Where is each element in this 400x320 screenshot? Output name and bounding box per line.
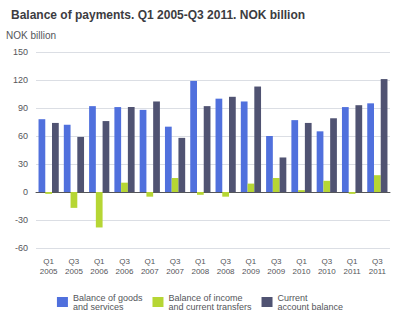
svg-text:0: 0 <box>23 187 28 197</box>
svg-text:Q3: Q3 <box>372 257 383 266</box>
svg-text:2011: 2011 <box>343 267 361 276</box>
svg-text:2005: 2005 <box>40 267 58 276</box>
svg-text:Q3: Q3 <box>119 257 130 266</box>
svg-text:120: 120 <box>13 75 28 85</box>
svg-text:2011: 2011 <box>369 267 387 276</box>
svg-text:2008: 2008 <box>217 267 235 276</box>
svg-text:-30: -30 <box>15 215 28 225</box>
svg-text:90: 90 <box>18 103 28 113</box>
svg-text:NOK billion: NOK billion <box>6 30 56 41</box>
svg-text:2007: 2007 <box>141 267 159 276</box>
svg-text:Q1: Q1 <box>347 257 358 266</box>
svg-text:Q1: Q1 <box>296 257 307 266</box>
svg-text:Balance of payments. Q1 2005-Q: Balance of payments. Q1 2005-Q3 2011. NO… <box>11 8 305 22</box>
svg-text:2007: 2007 <box>166 267 184 276</box>
svg-text:2009: 2009 <box>267 267 285 276</box>
svg-text:Q1: Q1 <box>43 257 54 266</box>
svg-text:2006: 2006 <box>90 267 108 276</box>
svg-text:2010: 2010 <box>293 267 311 276</box>
svg-text:Q1: Q1 <box>94 257 105 266</box>
svg-text:150: 150 <box>13 47 28 57</box>
svg-text:Q1: Q1 <box>195 257 206 266</box>
svg-text:Q3: Q3 <box>170 257 181 266</box>
svg-text:60: 60 <box>18 131 28 141</box>
svg-text:Balance of income: Balance of income <box>168 292 243 303</box>
svg-text:Balance of goods: Balance of goods <box>72 292 143 303</box>
svg-text:-60: -60 <box>15 243 28 253</box>
svg-text:30: 30 <box>18 159 28 169</box>
svg-text:account balance: account balance <box>278 302 344 312</box>
svg-text:Q3: Q3 <box>220 257 231 266</box>
svg-text:2005: 2005 <box>65 267 83 276</box>
svg-text:Current: Current <box>277 292 308 303</box>
svg-text:Q1: Q1 <box>246 257 257 266</box>
svg-text:Q3: Q3 <box>321 257 332 266</box>
svg-text:Q3: Q3 <box>271 257 282 266</box>
svg-text:2006: 2006 <box>116 267 134 276</box>
svg-text:2008: 2008 <box>191 267 209 276</box>
svg-text:Q1: Q1 <box>144 257 155 266</box>
svg-text:and current transfers: and current transfers <box>168 302 252 312</box>
svg-text:2009: 2009 <box>242 267 260 276</box>
svg-text:and services: and services <box>73 302 124 312</box>
svg-text:Q3: Q3 <box>69 257 80 266</box>
svg-text:2010: 2010 <box>318 267 336 276</box>
